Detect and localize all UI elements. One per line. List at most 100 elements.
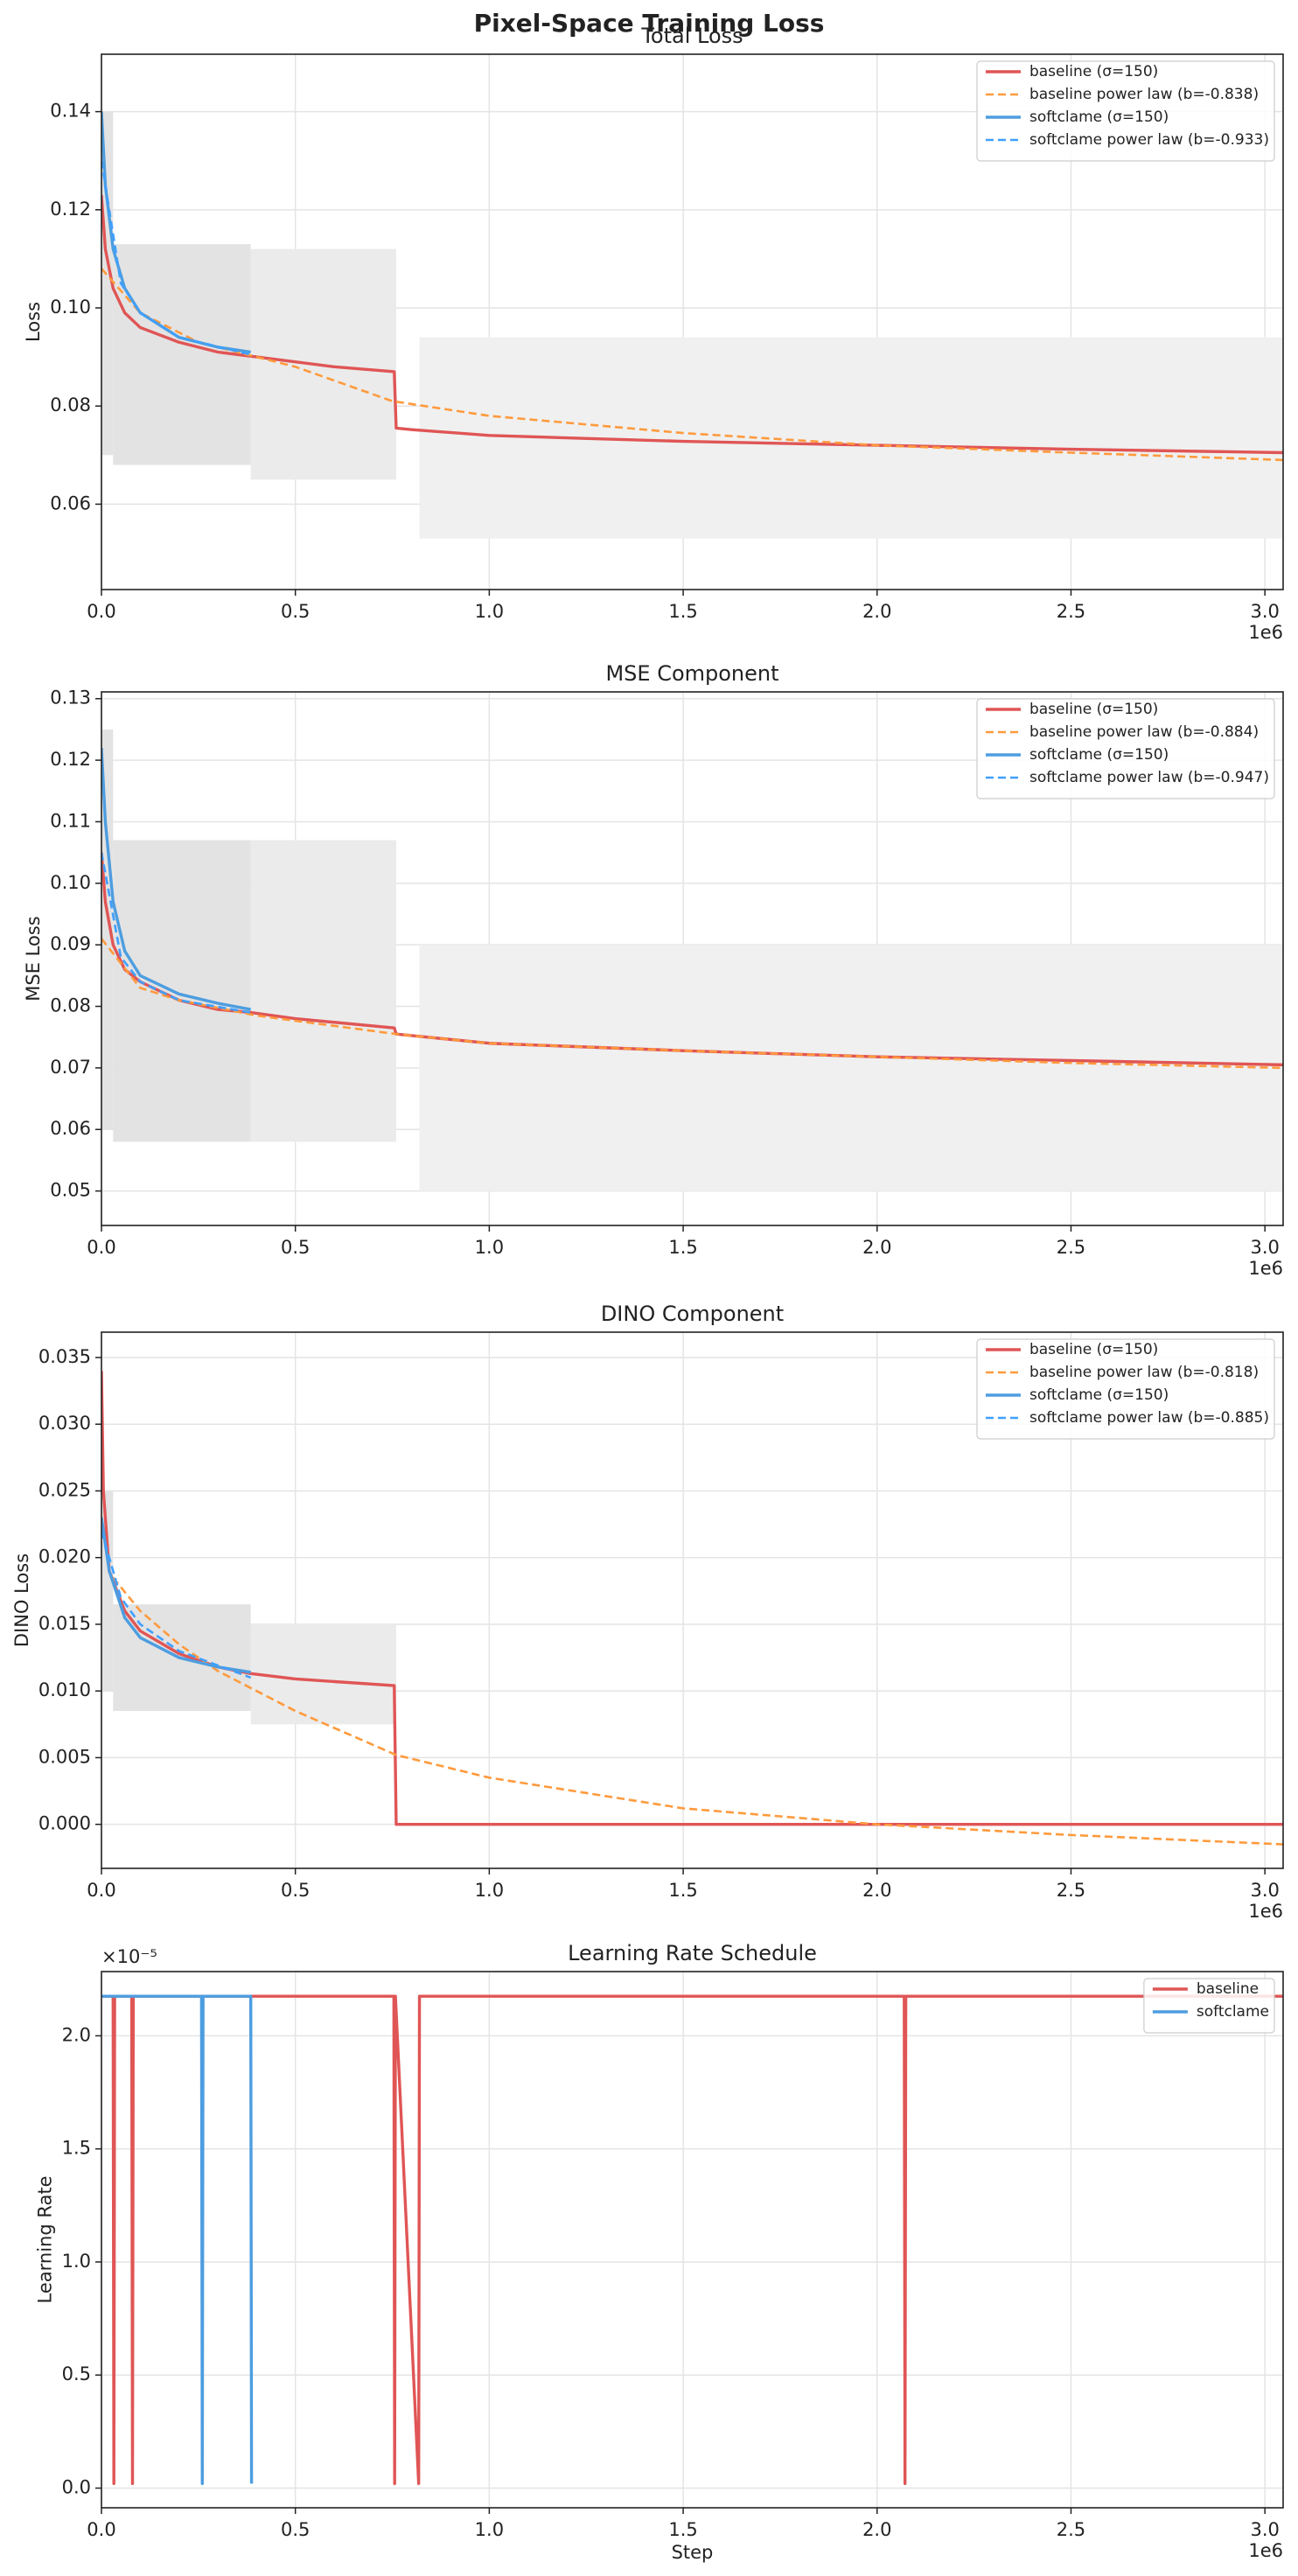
legend-label: softclame (σ=150) — [1029, 108, 1169, 126]
plot-area — [101, 54, 1283, 590]
legend-label: softclame power law (b=-0.885) — [1029, 1409, 1269, 1427]
y-tick-label: 0.015 — [38, 1613, 91, 1634]
x-tick-label: 3.0 — [1250, 601, 1279, 622]
raw-loss-band — [113, 840, 251, 1142]
x-tick-label: 0.5 — [281, 601, 310, 622]
x-tick-label: 1.0 — [475, 2519, 504, 2540]
panel-title: Learning Rate Schedule — [568, 1941, 817, 1965]
x-axis-label: Step — [672, 2542, 714, 2563]
legend-label: baseline (σ=150) — [1029, 1341, 1158, 1358]
y-tick-label: 1.5 — [62, 2138, 91, 2159]
legend-label: baseline power law (b=-0.838) — [1029, 86, 1259, 103]
x-tick-label: 2.0 — [862, 1880, 891, 1901]
y-tick-label: 0.035 — [38, 1346, 91, 1367]
y-tick-label: 0.07 — [50, 1057, 91, 1078]
legend: baseline (σ=150) baseline power law (b=-0… — [976, 698, 1275, 799]
series-line — [101, 1517, 251, 1674]
y-tick-label: 0.005 — [38, 1746, 91, 1767]
plot-area — [101, 692, 1283, 1225]
y-tick-label: 0.06 — [50, 492, 91, 513]
legend-label: softclame — [1197, 2003, 1269, 2021]
plot-area — [101, 1332, 1283, 1868]
raw-loss-band — [250, 1623, 396, 1725]
y-axis-label: Loss — [23, 302, 44, 342]
y-tick-label: 0.10 — [50, 297, 91, 318]
legend-box — [976, 1338, 1275, 1440]
figure-title: Pixel-Space Training Loss — [474, 9, 825, 38]
y-tick-label: 0.020 — [38, 1546, 91, 1567]
x-tick-label: 2.5 — [1057, 1880, 1085, 1901]
raw-loss-band — [101, 111, 114, 456]
x-tick-label: 2.0 — [862, 2519, 891, 2540]
y-axis-label: MSE Loss — [23, 916, 44, 1001]
legend-label: baseline power law (b=-0.884) — [1029, 723, 1259, 741]
y-tick-label: 0.14 — [50, 101, 91, 122]
y-tick-label: 0.05 — [50, 1180, 91, 1201]
x-tick-label: 0.5 — [281, 2519, 310, 2540]
x-tick-label: 0.5 — [281, 1880, 310, 1901]
legend-label: softclame (σ=150) — [1029, 746, 1169, 764]
x-tick-label: 1.5 — [668, 1880, 697, 1901]
y-tick-label: 0.09 — [50, 933, 91, 954]
series-line — [101, 938, 1283, 1070]
legend-label: baseline (σ=150) — [1029, 63, 1158, 80]
plot-area — [101, 1972, 1283, 2508]
y-tick-label: 0.000 — [38, 1813, 91, 1834]
x-offset-label: 1e6 — [1248, 1901, 1283, 1922]
legend: baseline softclame — [1143, 1978, 1275, 2034]
series-line — [101, 852, 251, 1014]
legend-label: baseline power law (b=-0.818) — [1029, 1364, 1259, 1381]
panel-title: DINO Component — [601, 1302, 784, 1326]
x-tick-label: 1.5 — [668, 1237, 697, 1258]
y-tick-label: 0.5 — [62, 2363, 91, 2384]
y-axis-label: Learning Rate — [35, 2176, 56, 2304]
y-tick-label: 0.0 — [62, 2477, 91, 2498]
y-tick-label: 0.030 — [38, 1413, 91, 1434]
y-tick-label: 0.08 — [50, 995, 91, 1016]
series-line — [112, 1576, 1283, 1846]
raw-loss-band — [419, 945, 1283, 1191]
x-tick-label: 0.0 — [87, 1237, 115, 1258]
legend-box — [976, 698, 1275, 799]
series-line — [101, 1994, 254, 2486]
legend: baseline (σ=150) baseline power law (b=-0… — [976, 60, 1275, 162]
x-offset-label: 1e6 — [1248, 622, 1283, 643]
y-axis-label: DINO Loss — [11, 1553, 32, 1647]
legend-label: baseline — [1197, 1980, 1259, 1998]
series-line — [101, 268, 1283, 462]
panel-title: Total Loss — [640, 24, 743, 48]
x-offset-label: 1e6 — [1248, 2540, 1283, 2561]
x-tick-label: 3.0 — [1250, 2519, 1279, 2540]
y-tick-label: 0.12 — [50, 749, 91, 770]
legend-label: softclame (σ=150) — [1029, 1386, 1169, 1404]
axes-frame — [101, 691, 1284, 1226]
y-tick-label: 0.06 — [50, 1118, 91, 1139]
panel-title: MSE Component — [605, 661, 778, 686]
x-tick-label: 1.5 — [668, 601, 697, 622]
series-line — [101, 1530, 252, 1679]
y-tick-label: 0.010 — [38, 1679, 91, 1700]
y-tick-label: 1.0 — [62, 2251, 91, 2272]
y-tick-label: 2.0 — [62, 2024, 91, 2045]
x-tick-label: 2.0 — [862, 601, 891, 622]
legend-label: baseline (σ=150) — [1029, 701, 1158, 718]
y-tick-label: 0.10 — [50, 872, 91, 893]
x-tick-label: 0.0 — [87, 2519, 115, 2540]
axes-frame — [101, 1971, 1284, 2509]
x-tick-label: 0.0 — [87, 1880, 115, 1901]
x-tick-label: 2.0 — [862, 1237, 891, 1258]
legend: baseline (σ=150) baseline power law (b=-0… — [976, 1338, 1275, 1440]
y-tick-label: 0.025 — [38, 1479, 91, 1500]
y-tick-label: 0.08 — [50, 394, 91, 415]
x-tick-label: 2.5 — [1057, 1237, 1085, 1258]
axes-frame — [101, 53, 1284, 590]
x-tick-label: 3.0 — [1250, 1237, 1279, 1258]
x-tick-label: 0.5 — [281, 1237, 310, 1258]
raw-loss-band — [101, 729, 114, 1130]
series-line — [101, 1994, 1283, 2486]
series-line — [101, 160, 252, 356]
series-line — [101, 747, 252, 1011]
x-tick-label: 2.5 — [1057, 601, 1085, 622]
series-line — [101, 194, 1283, 455]
